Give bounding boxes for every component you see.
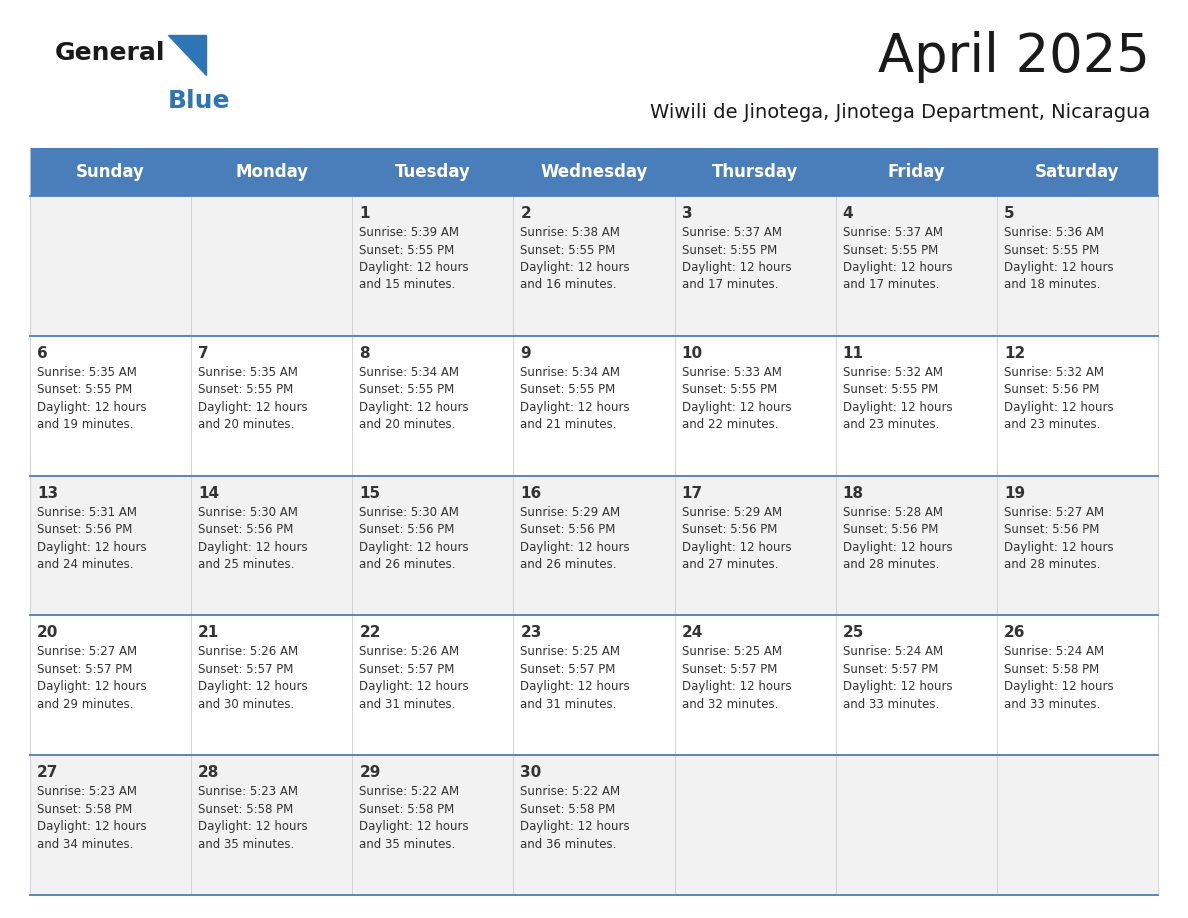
Text: 21: 21 xyxy=(198,625,220,641)
Text: Sunrise: 5:31 AM
Sunset: 5:56 PM
Daylight: 12 hours
and 24 minutes.: Sunrise: 5:31 AM Sunset: 5:56 PM Dayligh… xyxy=(37,506,146,571)
Text: 3: 3 xyxy=(682,206,693,221)
Text: 9: 9 xyxy=(520,346,531,361)
Text: 4: 4 xyxy=(842,206,853,221)
Text: Sunrise: 5:26 AM
Sunset: 5:57 PM
Daylight: 12 hours
and 31 minutes.: Sunrise: 5:26 AM Sunset: 5:57 PM Dayligh… xyxy=(359,645,469,711)
Text: Sunrise: 5:25 AM
Sunset: 5:57 PM
Daylight: 12 hours
and 31 minutes.: Sunrise: 5:25 AM Sunset: 5:57 PM Dayligh… xyxy=(520,645,630,711)
Text: Sunrise: 5:35 AM
Sunset: 5:55 PM
Daylight: 12 hours
and 20 minutes.: Sunrise: 5:35 AM Sunset: 5:55 PM Dayligh… xyxy=(198,365,308,431)
Text: 26: 26 xyxy=(1004,625,1025,641)
Text: Sunrise: 5:27 AM
Sunset: 5:56 PM
Daylight: 12 hours
and 28 minutes.: Sunrise: 5:27 AM Sunset: 5:56 PM Dayligh… xyxy=(1004,506,1113,571)
Text: Sunrise: 5:33 AM
Sunset: 5:55 PM
Daylight: 12 hours
and 22 minutes.: Sunrise: 5:33 AM Sunset: 5:55 PM Dayligh… xyxy=(682,365,791,431)
Text: 6: 6 xyxy=(37,346,48,361)
Text: Sunrise: 5:35 AM
Sunset: 5:55 PM
Daylight: 12 hours
and 19 minutes.: Sunrise: 5:35 AM Sunset: 5:55 PM Dayligh… xyxy=(37,365,146,431)
Text: Sunrise: 5:25 AM
Sunset: 5:57 PM
Daylight: 12 hours
and 32 minutes.: Sunrise: 5:25 AM Sunset: 5:57 PM Dayligh… xyxy=(682,645,791,711)
Bar xyxy=(30,756,1158,895)
Text: 24: 24 xyxy=(682,625,703,641)
Text: Sunrise: 5:32 AM
Sunset: 5:55 PM
Daylight: 12 hours
and 23 minutes.: Sunrise: 5:32 AM Sunset: 5:55 PM Dayligh… xyxy=(842,365,953,431)
Text: 10: 10 xyxy=(682,346,702,361)
Text: Wednesday: Wednesday xyxy=(541,163,647,181)
Text: Sunrise: 5:30 AM
Sunset: 5:56 PM
Daylight: 12 hours
and 25 minutes.: Sunrise: 5:30 AM Sunset: 5:56 PM Dayligh… xyxy=(198,506,308,571)
Text: 20: 20 xyxy=(37,625,58,641)
Bar xyxy=(30,615,1158,756)
Text: 2: 2 xyxy=(520,206,531,221)
Text: 22: 22 xyxy=(359,625,381,641)
Text: General: General xyxy=(55,41,165,65)
Text: 1: 1 xyxy=(359,206,369,221)
Text: Sunrise: 5:22 AM
Sunset: 5:58 PM
Daylight: 12 hours
and 36 minutes.: Sunrise: 5:22 AM Sunset: 5:58 PM Dayligh… xyxy=(520,785,630,851)
Text: Sunrise: 5:36 AM
Sunset: 5:55 PM
Daylight: 12 hours
and 18 minutes.: Sunrise: 5:36 AM Sunset: 5:55 PM Dayligh… xyxy=(1004,226,1113,292)
Text: Sunrise: 5:22 AM
Sunset: 5:58 PM
Daylight: 12 hours
and 35 minutes.: Sunrise: 5:22 AM Sunset: 5:58 PM Dayligh… xyxy=(359,785,469,851)
Text: 17: 17 xyxy=(682,486,702,500)
Bar xyxy=(30,148,1158,196)
Text: 8: 8 xyxy=(359,346,369,361)
Text: 13: 13 xyxy=(37,486,58,500)
Text: Sunrise: 5:26 AM
Sunset: 5:57 PM
Daylight: 12 hours
and 30 minutes.: Sunrise: 5:26 AM Sunset: 5:57 PM Dayligh… xyxy=(198,645,308,711)
Text: 14: 14 xyxy=(198,486,220,500)
Text: Sunrise: 5:38 AM
Sunset: 5:55 PM
Daylight: 12 hours
and 16 minutes.: Sunrise: 5:38 AM Sunset: 5:55 PM Dayligh… xyxy=(520,226,630,292)
Text: 27: 27 xyxy=(37,766,58,780)
Text: 30: 30 xyxy=(520,766,542,780)
Bar xyxy=(30,476,1158,615)
Text: Sunrise: 5:34 AM
Sunset: 5:55 PM
Daylight: 12 hours
and 20 minutes.: Sunrise: 5:34 AM Sunset: 5:55 PM Dayligh… xyxy=(359,365,469,431)
Text: April 2025: April 2025 xyxy=(878,31,1150,83)
Bar xyxy=(30,196,1158,336)
Text: Friday: Friday xyxy=(887,163,946,181)
Text: Sunrise: 5:32 AM
Sunset: 5:56 PM
Daylight: 12 hours
and 23 minutes.: Sunrise: 5:32 AM Sunset: 5:56 PM Dayligh… xyxy=(1004,365,1113,431)
Text: Sunrise: 5:29 AM
Sunset: 5:56 PM
Daylight: 12 hours
and 26 minutes.: Sunrise: 5:29 AM Sunset: 5:56 PM Dayligh… xyxy=(520,506,630,571)
Text: Sunday: Sunday xyxy=(76,163,145,181)
Text: 18: 18 xyxy=(842,486,864,500)
Text: Sunrise: 5:34 AM
Sunset: 5:55 PM
Daylight: 12 hours
and 21 minutes.: Sunrise: 5:34 AM Sunset: 5:55 PM Dayligh… xyxy=(520,365,630,431)
Text: Sunrise: 5:29 AM
Sunset: 5:56 PM
Daylight: 12 hours
and 27 minutes.: Sunrise: 5:29 AM Sunset: 5:56 PM Dayligh… xyxy=(682,506,791,571)
Text: Thursday: Thursday xyxy=(712,163,798,181)
Text: Sunrise: 5:24 AM
Sunset: 5:58 PM
Daylight: 12 hours
and 33 minutes.: Sunrise: 5:24 AM Sunset: 5:58 PM Dayligh… xyxy=(1004,645,1113,711)
Text: Sunrise: 5:37 AM
Sunset: 5:55 PM
Daylight: 12 hours
and 17 minutes.: Sunrise: 5:37 AM Sunset: 5:55 PM Dayligh… xyxy=(682,226,791,292)
Text: Sunrise: 5:30 AM
Sunset: 5:56 PM
Daylight: 12 hours
and 26 minutes.: Sunrise: 5:30 AM Sunset: 5:56 PM Dayligh… xyxy=(359,506,469,571)
Text: 25: 25 xyxy=(842,625,864,641)
Text: 12: 12 xyxy=(1004,346,1025,361)
Text: Tuesday: Tuesday xyxy=(394,163,470,181)
Text: Sunrise: 5:39 AM
Sunset: 5:55 PM
Daylight: 12 hours
and 15 minutes.: Sunrise: 5:39 AM Sunset: 5:55 PM Dayligh… xyxy=(359,226,469,292)
Text: 23: 23 xyxy=(520,625,542,641)
Text: 7: 7 xyxy=(198,346,209,361)
Text: Saturday: Saturday xyxy=(1035,163,1119,181)
Text: 29: 29 xyxy=(359,766,380,780)
Text: Sunrise: 5:28 AM
Sunset: 5:56 PM
Daylight: 12 hours
and 28 minutes.: Sunrise: 5:28 AM Sunset: 5:56 PM Dayligh… xyxy=(842,506,953,571)
Polygon shape xyxy=(168,35,206,75)
Text: Wiwili de Jinotega, Jinotega Department, Nicaragua: Wiwili de Jinotega, Jinotega Department,… xyxy=(650,103,1150,122)
Text: Sunrise: 5:27 AM
Sunset: 5:57 PM
Daylight: 12 hours
and 29 minutes.: Sunrise: 5:27 AM Sunset: 5:57 PM Dayligh… xyxy=(37,645,146,711)
Text: 15: 15 xyxy=(359,486,380,500)
Text: 11: 11 xyxy=(842,346,864,361)
Text: Sunrise: 5:23 AM
Sunset: 5:58 PM
Daylight: 12 hours
and 34 minutes.: Sunrise: 5:23 AM Sunset: 5:58 PM Dayligh… xyxy=(37,785,146,851)
Text: 28: 28 xyxy=(198,766,220,780)
Text: Blue: Blue xyxy=(168,89,230,113)
Text: 19: 19 xyxy=(1004,486,1025,500)
Text: Sunrise: 5:37 AM
Sunset: 5:55 PM
Daylight: 12 hours
and 17 minutes.: Sunrise: 5:37 AM Sunset: 5:55 PM Dayligh… xyxy=(842,226,953,292)
Text: Sunrise: 5:24 AM
Sunset: 5:57 PM
Daylight: 12 hours
and 33 minutes.: Sunrise: 5:24 AM Sunset: 5:57 PM Dayligh… xyxy=(842,645,953,711)
Bar xyxy=(30,336,1158,476)
Text: Sunrise: 5:23 AM
Sunset: 5:58 PM
Daylight: 12 hours
and 35 minutes.: Sunrise: 5:23 AM Sunset: 5:58 PM Dayligh… xyxy=(198,785,308,851)
Text: 16: 16 xyxy=(520,486,542,500)
Text: 5: 5 xyxy=(1004,206,1015,221)
Text: Monday: Monday xyxy=(235,163,308,181)
